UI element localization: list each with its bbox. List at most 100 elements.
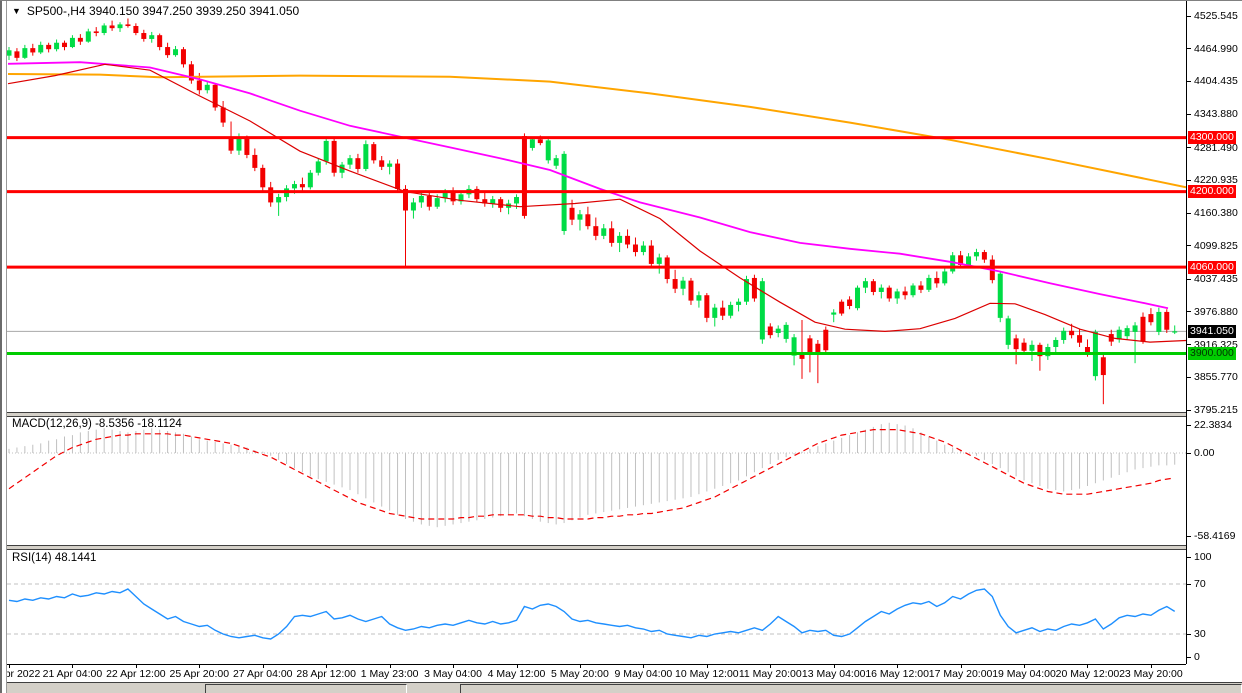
time-axis-tick [579, 665, 581, 668]
candle-bull [347, 158, 353, 165]
time-axis-tick [643, 665, 645, 668]
candle-bear [1069, 330, 1075, 336]
time-axis-tick [1087, 665, 1089, 668]
time-axis-tick-label: 25 Apr 20:00 [169, 668, 230, 680]
candle-bear [228, 136, 234, 151]
price-axis-tick [1187, 48, 1191, 50]
candle-bear [268, 187, 274, 203]
candle-bull [458, 194, 464, 202]
candle-bear [141, 33, 147, 39]
indicator-axis-tick [1187, 633, 1191, 635]
time-axis-tick [262, 665, 264, 668]
candle-bull [117, 24, 123, 29]
candle-bear [1084, 347, 1090, 354]
indicator-axis-label: -58.4169 [1194, 530, 1236, 542]
candle-bull [950, 255, 956, 272]
candle-bull [680, 280, 686, 289]
candle-bull [894, 291, 900, 299]
candle-bull [323, 140, 329, 162]
candle-bear [632, 244, 638, 253]
price-axis-tick [1187, 212, 1191, 214]
macd-indicator-chart[interactable] [0, 416, 1186, 546]
candle-bull [855, 287, 861, 309]
candle-bull [173, 49, 179, 56]
time-axis-tick-label: 22 Apr 12:00 [106, 668, 166, 680]
candle-bear [751, 277, 757, 299]
candle-bull [862, 281, 868, 288]
candle-bear [403, 188, 408, 211]
candle-bull [1132, 325, 1138, 332]
candle-bull [1053, 339, 1059, 348]
price-axis-tick [1187, 409, 1191, 411]
candle-bull [712, 307, 718, 318]
candle-bear [62, 42, 68, 48]
price-axis-tick [1187, 311, 1191, 313]
indicator-axis-tick [1187, 583, 1191, 585]
candle-bear [767, 326, 773, 336]
price-axis-tick-label: 3855.770 [1194, 371, 1238, 384]
rsi-indicator-chart[interactable] [0, 549, 1186, 664]
price-axis[interactable]: 4525.545 4464.990 4404.435 4343.880 4281.490… [1186, 1, 1242, 664]
candle-bear [688, 280, 694, 301]
candle-bear [672, 279, 678, 289]
macd-label: MACD(12,26,9) -8.5356 -18.1124 [12, 418, 182, 430]
candle-bull [442, 192, 448, 199]
candle-bull [878, 287, 884, 292]
candle-bull [775, 328, 781, 333]
candle-bull [759, 281, 765, 340]
level-price-badge: 4300.000 [1188, 131, 1236, 145]
indicator-axis-label: 30 [1194, 628, 1206, 640]
candle-bull [101, 25, 107, 34]
candle-bear [1164, 311, 1170, 330]
candle-bear [585, 214, 591, 227]
main-price-chart[interactable] [0, 1, 1186, 414]
candle-bull [1029, 344, 1035, 351]
price-axis-tick-label: 4404.435 [1194, 75, 1238, 88]
ma-slow-orange [7, 73, 1186, 189]
candle-bull [6, 50, 12, 56]
candle-bear [474, 188, 480, 200]
price-axis-tick-label: 3976.880 [1194, 305, 1238, 318]
candle-bear [593, 226, 599, 236]
candle-bull [736, 301, 742, 305]
time-axis-tick-label: 19 Apr 2022 [0, 668, 41, 680]
candle-bull [85, 31, 91, 42]
candle-bull [1124, 328, 1130, 337]
indicator-axis-tick [1187, 656, 1191, 658]
time-axis-tick [1024, 665, 1026, 668]
candle-bull [1061, 330, 1067, 340]
candle-bull [54, 42, 60, 50]
candle-bear [180, 49, 186, 65]
panel-divider[interactable] [0, 545, 1186, 550]
candle-bear [902, 291, 908, 296]
price-axis-tick-label: 3795.215 [1194, 404, 1238, 416]
rsi-line [8, 588, 1176, 640]
time-axis-tick-label: 5 May 20:00 [551, 668, 609, 680]
candle-bull [149, 35, 155, 39]
indicator-axis-tick [1187, 535, 1191, 537]
time-axis-tick-label: 4 May 12:00 [487, 668, 546, 680]
chevron-down-icon[interactable]: ▼ [12, 6, 21, 16]
price-axis-tick-label: 4343.880 [1194, 108, 1238, 120]
candle-bear [450, 192, 456, 202]
candle-bear [934, 277, 940, 284]
time-axis-tick [706, 665, 708, 668]
time-axis-tick-label: 20 May 12:00 [1055, 668, 1120, 680]
candle-bear [1140, 316, 1146, 342]
panel-divider[interactable] [0, 412, 1186, 417]
candle-bear [870, 281, 876, 292]
candle-bear [46, 44, 52, 50]
candle-bear [260, 167, 266, 188]
time-axis-tick [326, 665, 328, 668]
time-axis-tick [516, 665, 518, 668]
candle-bull [997, 273, 1003, 318]
indicator-axis-tick [1187, 556, 1191, 558]
candle-bear [807, 338, 813, 355]
candle-bull [38, 44, 44, 53]
candle-bear [379, 160, 385, 167]
candle-bull [307, 172, 313, 188]
candle-bull [973, 252, 979, 257]
candle-bear [569, 207, 575, 220]
